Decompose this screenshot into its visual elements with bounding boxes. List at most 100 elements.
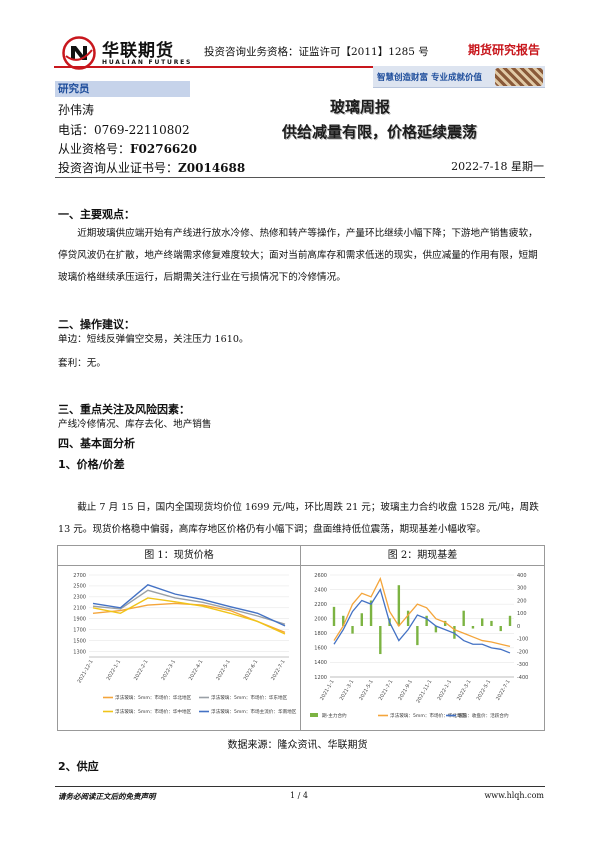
basis-bar <box>490 620 493 626</box>
x-tick-label: 2021-12-1 <box>77 659 95 684</box>
basis-bar <box>416 626 419 646</box>
footer-url: www.hlqh.com <box>484 791 544 800</box>
x-tick-label: 2022-4-1 <box>188 659 205 682</box>
slogan-banner: 智慧创造财富 专业成就价值 <box>373 66 545 88</box>
section-4-subtitle-2: 2、供应 <box>58 760 99 773</box>
hualian-logo-icon <box>62 36 96 70</box>
section-4-title: 四、基本面分析 <box>58 437 135 450</box>
figure-1: 图 1：现货价格 2700 2500 2300 2100 1900 1700 1500 130… <box>58 546 301 730</box>
basis-bar <box>369 600 373 626</box>
section-4-body: 截止 7 月 15 日，国内全国现货均价位 1699 元/吨，环比周跌 21 元… <box>58 502 539 535</box>
x-tick-label: 2022-1-1 <box>437 679 454 702</box>
y-tick-label: 1200 <box>314 675 327 681</box>
y-tick-label: 2500 <box>73 584 86 590</box>
x-tick-label: 2022-5-1 <box>215 659 232 682</box>
y-tick-label: 1500 <box>73 638 86 644</box>
x-tick-label: 2022-2-1 <box>133 659 150 682</box>
spot-price-chart: 2700 2500 2300 2100 1900 1700 1500 1300 2021-12-… <box>73 573 297 715</box>
basis-bar <box>443 620 447 626</box>
basis-bar <box>332 606 336 626</box>
x-tick-label: 2021-9-1 <box>397 679 414 702</box>
y2-tick-label: 400 <box>517 573 527 579</box>
basis-bar <box>342 615 345 626</box>
y-tick-label: 2100 <box>73 606 86 612</box>
series-line <box>92 584 286 627</box>
section-1-title: 一、主要观点： <box>58 208 135 221</box>
title-rule <box>55 177 545 178</box>
series-line <box>92 589 286 625</box>
company-name-en: HUALIAN FUTURES <box>102 59 193 66</box>
footer-rule <box>55 786 545 787</box>
basis-bar <box>481 618 484 626</box>
y-tick-label: 2200 <box>314 602 327 608</box>
doc-date: 2022-7-18 星期一 <box>451 160 544 173</box>
x-tick-label: 2022-7-1 <box>495 679 512 702</box>
basis-bar <box>397 585 401 626</box>
license-text: 投资咨询业务资格：证监许可【2011】1285 号 <box>204 46 429 58</box>
legend-label: 浮法玻璃：5mm：市场价：华中地区 <box>115 708 192 715</box>
y2-tick-label: -200 <box>517 649 528 655</box>
y-tick-label: 2700 <box>73 573 86 579</box>
doc-title: 玻璃周报 <box>330 98 391 116</box>
page-number: 1 / 4 <box>290 791 308 800</box>
y-tick-label: 1300 <box>73 649 86 655</box>
x-tick-label: 2022-5-1 <box>476 679 493 702</box>
y-tick-label: 2400 <box>314 587 327 593</box>
figure-row: 图 1：现货价格 2700 2500 2300 2100 1900 1700 1500 130… <box>57 545 545 731</box>
figure-2: 图 2：期现基差 2600 2400 2200 2000 1800 1600 1400 120… <box>301 546 544 730</box>
company-name-cn: 华联期货 <box>102 41 174 61</box>
y2-tick-label: 0 <box>517 624 520 630</box>
x-tick-label: 2022-1-1 <box>106 659 123 682</box>
x-tick-label: 2022-3-1 <box>456 679 473 702</box>
legend-label: 期-主力合约 <box>322 712 347 719</box>
y2-tick-label: -100 <box>517 637 528 643</box>
basis-bar <box>425 615 428 626</box>
section-2-title: 二、操作建议： <box>58 318 135 331</box>
legend-swatch <box>310 713 318 717</box>
legend-label: 玻璃：收盘价：活跃合约 <box>458 712 509 719</box>
basis-bar <box>360 613 363 626</box>
y2-tick-label: -400 <box>517 675 528 681</box>
series-line <box>333 587 511 654</box>
section-3-title: 三、重点关注及风险因素： <box>58 403 190 416</box>
basis-bar <box>462 610 465 626</box>
y2-tick-label: 200 <box>517 598 527 604</box>
section-1-body: 近期玻璃供应端开始有产线进行放水冷修、热修和转产等操作，产量环比继续小幅下降；下… <box>58 228 538 283</box>
section-4-subtitle-1: 1、价格/价差 <box>58 458 125 471</box>
figure-2-caption: 图 2：期现基差 <box>301 546 544 566</box>
analyst-name: 孙伟涛 <box>58 103 95 117</box>
y-tick-label: 1900 <box>73 617 86 623</box>
basis-chart: 2600240022002000180016001400120040030020… <box>310 573 528 719</box>
x-tick-label: 2022-3-1 <box>160 659 177 682</box>
figure-1-caption: 图 1：现货价格 <box>58 546 300 566</box>
analyst-phone: 电话：0769-22110802 <box>58 123 190 137</box>
y-tick-label: 2000 <box>314 617 327 623</box>
footer-disclaimer: 请务必阅读正文后的免责声明 <box>58 792 156 801</box>
y-tick-label: 1700 <box>73 627 86 633</box>
x-tick-label: 2021-1-1 <box>319 679 336 702</box>
doc-subtitle: 供给减量有限，价格延续震荡 <box>282 123 478 141</box>
basis-bar <box>453 626 456 639</box>
legend-label: 浮法玻璃：5mm：市场价：华东地区 <box>211 694 288 701</box>
basis-bar <box>508 615 512 626</box>
x-tick-label: 2021-5-1 <box>358 679 375 702</box>
x-tick-label: 2022-7-1 <box>270 659 287 682</box>
analyst-qualification: 从业资格号：F0276620 <box>58 142 197 156</box>
x-tick-label: 2021-7-1 <box>378 679 395 702</box>
basis-bar <box>471 626 475 629</box>
x-tick-label: 2021-11-1 <box>415 679 433 704</box>
x-tick-label: 2021-3-1 <box>339 679 356 702</box>
section-3-body: 产线冷修情况、库存去化、地产销售 <box>58 419 212 430</box>
section-2-line-1: 单边：短线反弹偏空交易，关注压力 1610。 <box>58 334 249 345</box>
y2-tick-label: 300 <box>517 586 527 592</box>
y-tick-label: 2600 <box>314 573 327 579</box>
y-tick-label: 1800 <box>314 631 327 637</box>
y2-tick-label: 100 <box>517 611 527 617</box>
basis-bar <box>379 626 382 655</box>
y-tick-label: 2300 <box>73 595 86 601</box>
y2-tick-label: -300 <box>517 662 528 668</box>
legend-label: 浮法玻璃：5mm：市场价：华北地区 <box>115 694 192 701</box>
y-tick-label: 1600 <box>314 646 327 652</box>
basis-bar <box>499 626 502 632</box>
report-header: 华联期货 HUALIAN FUTURES 投资咨询业务资格：证监许可【2011】… <box>54 30 544 70</box>
